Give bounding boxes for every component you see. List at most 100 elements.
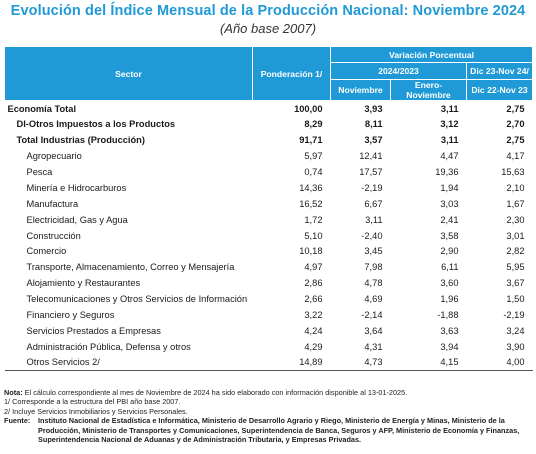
header-anual-top: Dic 23-Nov 24/ bbox=[465, 62, 534, 80]
sector-cell: Alojamiento y Restaurantes bbox=[26, 278, 141, 289]
enero-noviembre-cell: 3,94 bbox=[440, 341, 459, 352]
page-subtitle: (Año base 2007) bbox=[219, 21, 317, 36]
noviembre-cell: 3,57 bbox=[364, 135, 383, 146]
table-row: Comercio 10,18 3,45 2,90 2,82 bbox=[5, 244, 533, 260]
anual-cell: 1,50 bbox=[506, 294, 525, 305]
table-row: Alojamiento y Restaurantes 2,86 4,78 3,60 3,… bbox=[5, 275, 533, 291]
table-row: Pesca 0,74 17,57 19,36 15,63 bbox=[5, 164, 533, 180]
anual-cell: 2,82 bbox=[506, 246, 525, 257]
noviembre-cell: 3,64 bbox=[364, 325, 383, 336]
noviembre-cell: -2,19 bbox=[361, 182, 383, 193]
noviembre-cell: 17,57 bbox=[359, 167, 383, 177]
enero-noviembre-cell: 1,96 bbox=[440, 294, 459, 305]
header-anual-bottom: Dic 22-Nov 23 bbox=[465, 79, 534, 101]
ponderacion-cell: 8,29 bbox=[304, 119, 323, 130]
ponderacion-cell: 91,71 bbox=[299, 135, 323, 146]
anual-cell: 2,75 bbox=[466, 100, 533, 117]
sector-cell: Comercio bbox=[26, 246, 67, 257]
ponderacion-cell: 4,24 bbox=[304, 325, 323, 336]
header-variacion: Variación Porcentual bbox=[329, 46, 534, 63]
noviembre-cell: 8,11 bbox=[364, 119, 383, 130]
noviembre-cell: 6,67 bbox=[364, 198, 383, 209]
note-2: 2/ Incluye Servicios Inmobiliarios y Ser… bbox=[4, 406, 188, 416]
ponderacion-cell: 0,74 bbox=[304, 167, 323, 177]
table-row: Servicios Prestados a Empresas 4,24 3,64 3,… bbox=[5, 323, 533, 339]
enero-noviembre-cell: 4,47 bbox=[440, 151, 459, 162]
anual-cell: 2,10 bbox=[506, 182, 525, 193]
enero-noviembre-cell: 3,60 bbox=[440, 278, 459, 289]
enero-noviembre-cell: 4,15 bbox=[390, 354, 467, 372]
noviembre-cell: 4,69 bbox=[364, 294, 383, 305]
enero-noviembre-cell: 3,03 bbox=[440, 198, 459, 209]
ponderacion-cell: 5,97 bbox=[304, 151, 323, 162]
table-row: Construcción 5,10 -2,40 3,58 3,01 bbox=[5, 228, 533, 244]
ponderacion-cell: 14,89 bbox=[252, 354, 331, 372]
ponderacion-cell: 1,72 bbox=[304, 214, 323, 225]
header-ponderacion: Ponderación 1/ bbox=[252, 46, 331, 101]
sector-cell: Administración Pública, Defensa y otros bbox=[26, 341, 191, 352]
footnotes: Nota: El cálculo correspondiente al mes … bbox=[4, 388, 532, 444]
sector-cell: Electricidad, Gas y Agua bbox=[26, 214, 128, 225]
ponderacion-cell: 14,36 bbox=[299, 182, 323, 193]
noviembre-cell: 4,73 bbox=[330, 354, 391, 372]
anual-cell: 4,00 bbox=[466, 354, 533, 372]
page-title: Evolución del Índice Mensual de la Produ… bbox=[10, 3, 526, 19]
anual-cell: 3,90 bbox=[506, 341, 525, 352]
anual-cell: 3,67 bbox=[506, 278, 525, 289]
table-row: Total Industrias (Producción) 91,71 3,57 3,… bbox=[5, 132, 533, 148]
sector-cell: Financiero y Seguros bbox=[26, 310, 115, 321]
enero-noviembre-cell: 1,94 bbox=[440, 182, 459, 193]
enero-noviembre-cell: 6,11 bbox=[441, 262, 459, 273]
table-row: Agropecuario 5,97 12,41 4,47 4,17 bbox=[5, 148, 533, 164]
table-row: Electricidad, Gas y Agua 1,72 3,11 2,41 2,30 bbox=[5, 212, 533, 228]
sector-cell: Total Industrias (Producción) bbox=[16, 135, 145, 146]
enero-noviembre-cell: 2,90 bbox=[440, 246, 459, 257]
noviembre-cell: 3,11 bbox=[365, 214, 383, 225]
ponderacion-cell: 2,86 bbox=[304, 278, 323, 289]
ponderacion-cell: 5,10 bbox=[304, 230, 323, 241]
table-row: Manufactura 16,52 6,67 3,03 1,67 bbox=[5, 196, 533, 212]
table-row: Otros Servicios 2/14,89 4,73 4,15 4,00 bbox=[4, 354, 533, 372]
anual-cell: 2,70 bbox=[506, 119, 525, 130]
sector-cell: DI-Otros Impuestos a los Productos bbox=[16, 119, 176, 130]
enero-noviembre-cell: 2,41 bbox=[440, 214, 459, 225]
table-row: Financiero y Seguros 3,22 -2,14 -1,88 -2,19 bbox=[5, 307, 533, 323]
anual-cell: 1,67 bbox=[506, 198, 525, 209]
ponderacion-cell: 100,00 bbox=[252, 100, 331, 117]
header-sector: Sector bbox=[4, 46, 253, 101]
enero-noviembre-cell: 3,12 bbox=[440, 119, 459, 130]
anual-cell: 3,01 bbox=[506, 230, 525, 241]
enero-noviembre-cell: 3,11 bbox=[440, 135, 459, 146]
noviembre-cell: 7,98 bbox=[364, 262, 383, 273]
source-note: Fuente: Instituto Nacional de Estadístic… bbox=[4, 416, 520, 445]
enero-noviembre-cell: -1,88 bbox=[437, 310, 459, 321]
ponderacion-cell: 16,52 bbox=[299, 198, 323, 209]
sector-cell: Servicios Prestados a Empresas bbox=[26, 325, 161, 336]
table-row: Economía Total 100,00 3,93 3,11 2,75 bbox=[4, 100, 533, 117]
noviembre-cell: 12,41 bbox=[359, 151, 383, 162]
anual-cell: -2,19 bbox=[503, 310, 525, 321]
sector-cell: Pesca bbox=[26, 167, 53, 177]
anual-cell: 5,95 bbox=[506, 262, 525, 273]
header-periodo: 2024/2023 bbox=[330, 62, 467, 80]
sector-cell: Agropecuario bbox=[26, 151, 82, 162]
anual-cell: 2,75 bbox=[506, 135, 525, 146]
noviembre-cell: -2,14 bbox=[361, 310, 383, 321]
sector-cell: Telecomunicaciones y Otros Servicios de … bbox=[26, 294, 248, 305]
noviembre-cell: 3,93 bbox=[330, 100, 391, 117]
noviembre-cell: 3,45 bbox=[364, 246, 383, 257]
ponderacion-cell: 10,18 bbox=[299, 246, 323, 257]
noviembre-cell: -2,40 bbox=[361, 230, 383, 241]
table-row: Minería e Hidrocarburos 14,36 -2,19 1,94 2,1… bbox=[5, 180, 533, 196]
sector-cell: Otros Servicios 2/ bbox=[4, 354, 253, 372]
ponderacion-cell: 3,22 bbox=[304, 310, 323, 321]
sector-cell: Manufactura bbox=[26, 198, 79, 209]
production-index-table: Sector Ponderación 1/ Variación Porcentu… bbox=[4, 46, 534, 372]
ponderacion-cell: 4,29 bbox=[304, 341, 323, 352]
anual-cell: 3,24 bbox=[506, 325, 525, 336]
enero-noviembre-cell: 3,11 bbox=[390, 100, 467, 117]
sector-cell: Minería e Hidrocarburos bbox=[26, 182, 127, 193]
enero-noviembre-cell: 3,58 bbox=[440, 230, 459, 241]
note-calculo: Nota: El cálculo correspondiente al mes … bbox=[4, 388, 408, 397]
header-enero-noviembre: Enero-Noviembre bbox=[390, 79, 467, 101]
